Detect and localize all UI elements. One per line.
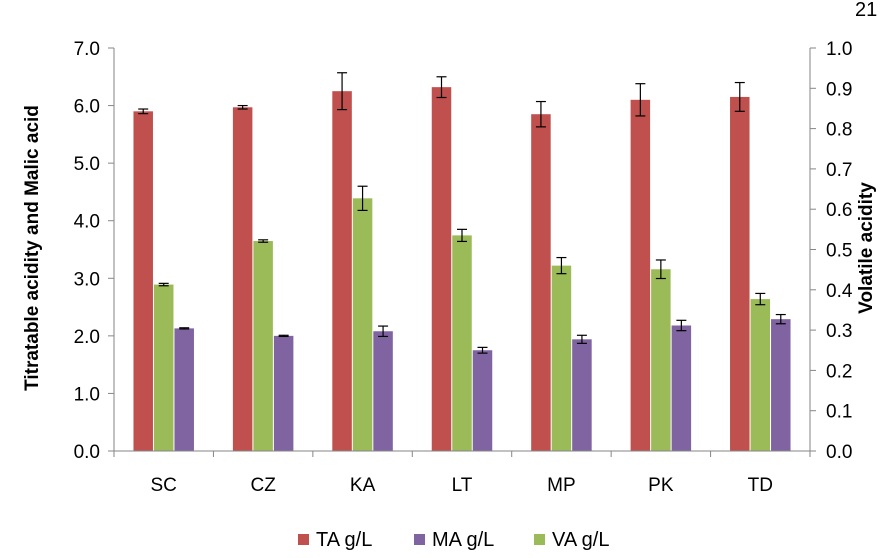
error-bar-va-sc <box>158 282 169 287</box>
bar-va-ka <box>352 198 373 451</box>
legend-swatch-ta <box>298 534 309 545</box>
bar-ma-pk <box>671 325 692 451</box>
bar-va-cz <box>253 241 273 451</box>
bar-ma-sc <box>174 328 194 451</box>
right-tick-label: 0.1 <box>826 402 852 423</box>
error-bar-va-mp <box>556 256 567 275</box>
x-tick-label-sc: SC <box>151 475 177 496</box>
left-tick-label: 7.0 <box>74 39 100 60</box>
left-tick-label: 2.0 <box>74 327 100 348</box>
x-tick-label-mp: MP <box>547 475 576 496</box>
bar-ta-lt <box>431 87 452 452</box>
error-bar-ta-td <box>734 81 745 112</box>
error-bar-va-lt <box>457 228 467 243</box>
bar-ma-mp <box>572 339 592 451</box>
error-bar-ta-ka <box>337 72 348 111</box>
bar-va-sc <box>153 284 174 451</box>
error-bar-ma-mp <box>576 334 587 344</box>
right-tick-label: 0.4 <box>826 281 853 302</box>
bar-ta-ka <box>332 91 352 451</box>
error-bar-ta-pk <box>635 83 646 117</box>
left-y-axis-ticks: 0.0 1.0 2.0 3.0 4.0 5.0 6.0 7.0 <box>74 39 114 463</box>
bar-ta-td <box>730 96 750 451</box>
right-tick-label: 1.0 <box>826 39 852 60</box>
x-tick-label-pk: PK <box>648 475 674 496</box>
x-tick-label-ka: KA <box>350 475 376 496</box>
bar-ta-mp <box>531 114 551 451</box>
legend-label-va: VA g/L <box>552 529 609 551</box>
right-tick-label: 0.3 <box>826 321 852 342</box>
x-tick-label-td: TD <box>748 475 773 496</box>
error-bar-ma-sc <box>179 327 190 330</box>
bar-ta-sc <box>133 111 153 451</box>
left-y-axis-title: Titratable acidity and Malic acid <box>22 105 43 391</box>
error-bar-ma-cz <box>278 334 289 338</box>
right-tick-label: 0.9 <box>826 79 852 100</box>
error-bar-va-cz <box>258 239 269 243</box>
error-bar-va-ka <box>357 185 368 212</box>
error-bar-va-td <box>755 292 766 306</box>
x-tick-label-lt: LT <box>452 475 473 496</box>
plot-area <box>133 72 791 452</box>
left-tick-label: 4.0 <box>74 212 100 233</box>
bar-va-td <box>750 299 771 451</box>
right-tick-label: 0.5 <box>826 241 852 262</box>
error-bar-ma-pk <box>676 319 687 332</box>
right-tick-label: 0.7 <box>826 160 852 181</box>
right-tick-label: 0.6 <box>826 200 852 221</box>
left-tick-label: 6.0 <box>74 97 100 118</box>
right-tick-label: 0.2 <box>826 361 852 382</box>
bar-ma-lt <box>472 350 493 451</box>
x-axis-ticks: SC CZ KA LT MP PK TD <box>113 451 811 496</box>
error-bar-ma-ka <box>378 325 389 338</box>
bar-ma-cz <box>273 335 294 451</box>
legend: TA g/L MA g/L VA g/L <box>298 529 609 551</box>
right-tick-label: 0.8 <box>826 120 852 141</box>
bar-va-mp <box>551 265 572 451</box>
bar-ma-td <box>771 319 791 451</box>
right-y-axis-title: Volatile acidity <box>856 182 877 314</box>
x-tick-label-cz: CZ <box>250 475 276 496</box>
left-tick-label: 3.0 <box>74 269 100 290</box>
legend-label-ma: MA g/L <box>432 529 494 551</box>
bar-va-pk <box>651 269 671 451</box>
legend-swatch-va <box>534 534 545 545</box>
error-bar-ta-mp <box>535 100 546 128</box>
error-bar-ma-lt <box>477 346 488 354</box>
bar-ma-ka <box>373 331 393 451</box>
bar-ta-pk <box>630 99 651 452</box>
error-bar-ta-lt <box>436 76 447 99</box>
corner-page-number: 21 <box>855 0 877 21</box>
bar-va-lt <box>452 235 472 451</box>
error-bar-ta-sc <box>138 108 149 115</box>
left-tick-label: 0.0 <box>74 442 100 463</box>
left-tick-label: 5.0 <box>74 154 100 175</box>
left-tick-label: 1.0 <box>74 384 100 405</box>
legend-swatch-ma <box>414 534 425 545</box>
bar-ta-cz <box>232 107 253 451</box>
error-bar-ma-td <box>775 313 786 325</box>
legend-label-ta: TA g/L <box>316 529 372 551</box>
right-tick-label: 0.0 <box>826 442 852 463</box>
error-bar-ta-cz <box>237 104 248 110</box>
error-bar-va-pk <box>655 259 666 280</box>
right-y-axis-ticks: 0.0 0.1 0.2 0.3 0.4 0.5 0.6 0.7 0.8 0.9 1.0 <box>810 39 853 463</box>
